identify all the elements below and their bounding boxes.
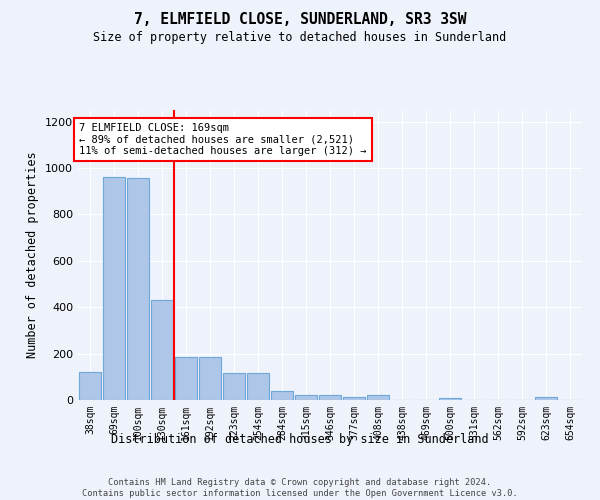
Bar xyxy=(103,178,125,400)
Bar xyxy=(127,178,149,400)
Text: Size of property relative to detached houses in Sunderland: Size of property relative to detached ho… xyxy=(94,31,506,44)
Bar xyxy=(175,357,197,400)
Bar xyxy=(535,396,557,400)
Bar xyxy=(439,398,461,400)
Bar xyxy=(247,374,269,400)
Bar xyxy=(223,374,245,400)
Text: 7 ELMFIELD CLOSE: 169sqm
← 89% of detached houses are smaller (2,521)
11% of sem: 7 ELMFIELD CLOSE: 169sqm ← 89% of detach… xyxy=(79,123,367,156)
Bar xyxy=(151,300,173,400)
Y-axis label: Number of detached properties: Number of detached properties xyxy=(26,152,40,358)
Bar xyxy=(79,372,101,400)
Text: 7, ELMFIELD CLOSE, SUNDERLAND, SR3 3SW: 7, ELMFIELD CLOSE, SUNDERLAND, SR3 3SW xyxy=(134,12,466,26)
Bar xyxy=(199,357,221,400)
Bar xyxy=(319,396,341,400)
Bar xyxy=(367,396,389,400)
Text: Contains HM Land Registry data © Crown copyright and database right 2024.
Contai: Contains HM Land Registry data © Crown c… xyxy=(82,478,518,498)
Bar xyxy=(271,390,293,400)
Text: Distribution of detached houses by size in Sunderland: Distribution of detached houses by size … xyxy=(111,432,489,446)
Bar xyxy=(295,396,317,400)
Bar xyxy=(343,396,365,400)
